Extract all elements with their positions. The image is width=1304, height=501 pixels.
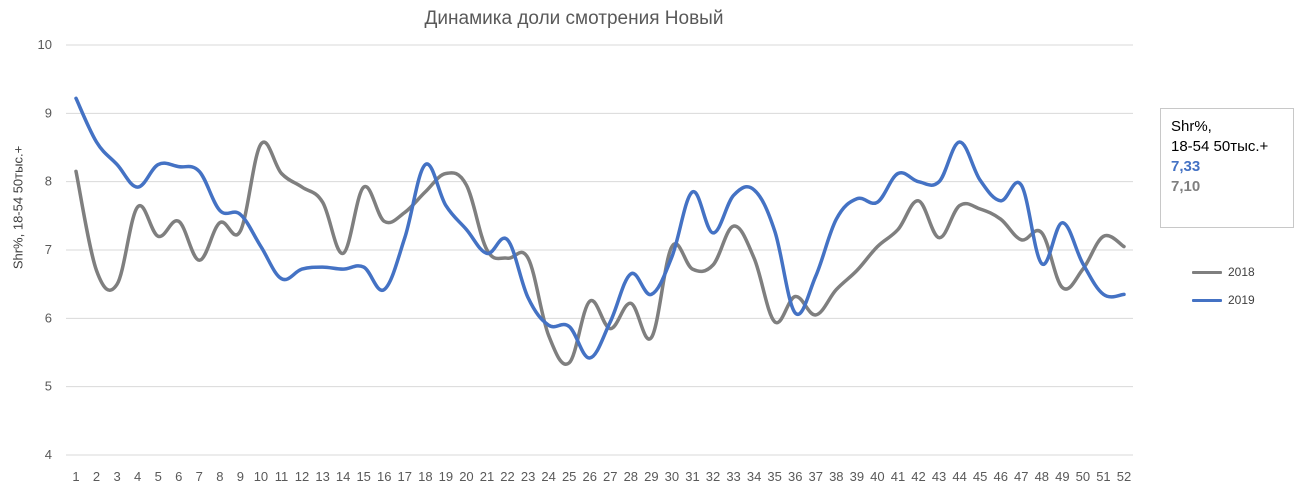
x-tick-label: 8 [216,469,223,484]
x-tick-label: 42 [911,469,925,484]
series-lines [74,96,1126,366]
x-tick-label: 5 [155,469,162,484]
x-tick-label: 39 [850,469,864,484]
legend-item-2019: 2019 [1192,286,1255,314]
x-tick-label: 40 [870,469,884,484]
y-tick-label: 10 [38,37,52,52]
y-tick-label: 4 [45,447,52,462]
x-tick-label: 28 [624,469,638,484]
legend: 2018 2019 [1192,258,1255,314]
summary-line2: 18-54 50тыс.+ [1171,138,1269,155]
x-tick-label: 35 [767,469,781,484]
x-tick-label: 4 [134,469,141,484]
x-tick-label: 17 [398,469,412,484]
x-tick-label: 26 [582,469,596,484]
x-tick-label: 2 [93,469,100,484]
x-tick-label: 14 [336,469,350,484]
legend-label-2018: 2018 [1228,265,1255,279]
series-line-2019 [74,96,1126,360]
x-tick-label: 3 [113,469,120,484]
x-tick-label: 52 [1117,469,1131,484]
x-tick-label: 29 [644,469,658,484]
x-tick-label: 18 [418,469,432,484]
y-tick-label: 5 [45,379,52,394]
x-tick-label: 22 [500,469,514,484]
y-axis-ticks: 4 5 6 7 8 9 10 [38,37,52,462]
x-tick-label: 43 [932,469,946,484]
legend-swatch-2019 [1192,298,1222,302]
x-tick-label: 10 [254,469,268,484]
x-tick-label: 45 [973,469,987,484]
x-tick-label: 33 [726,469,740,484]
x-tick-label: 50 [1076,469,1090,484]
x-tick-label: 31 [685,469,699,484]
x-tick-label: 36 [788,469,802,484]
legend-label-2019: 2019 [1228,293,1255,307]
x-tick-label: 15 [356,469,370,484]
x-tick-label: 13 [315,469,329,484]
x-tick-label: 51 [1096,469,1110,484]
summary-box: Shr%, 18-54 50тыс.+ 7,33 7,10 [1160,108,1294,228]
x-tick-label: 7 [196,469,203,484]
series-line-2018 [74,140,1126,366]
x-tick-label: 46 [993,469,1007,484]
x-tick-label: 12 [295,469,309,484]
x-tick-label: 47 [1014,469,1028,484]
summary-value-2019: 7,33 [1171,158,1201,175]
summary-line1: Shr%, [1171,118,1212,135]
y-tick-label: 9 [45,105,52,120]
summary-value-2018: 7,10 [1171,178,1201,195]
x-tick-label: 27 [603,469,617,484]
x-tick-label: 32 [706,469,720,484]
x-tick-label: 1 [72,469,79,484]
y-tick-label: 6 [45,310,52,325]
x-tick-label: 9 [237,469,244,484]
gridlines [66,44,1133,456]
x-tick-label: 41 [891,469,905,484]
x-tick-label: 6 [175,469,182,484]
y-tick-label: 8 [45,174,52,189]
x-tick-label: 34 [747,469,761,484]
x-axis-ticks: 1 2 3 4 5 6 7 8 9 10 11 12 13 14 15 16 17 18 19 20 21 22 23 24 2… [72,469,1131,484]
x-tick-label: 30 [665,469,679,484]
y-axis-label: Shr%, 18-54 50тыс.+ [10,145,26,270]
x-tick-label: 49 [1055,469,1069,484]
x-tick-label: 16 [377,469,391,484]
legend-swatch-2018 [1192,270,1222,274]
x-tick-label: 25 [562,469,576,484]
x-tick-label: 21 [480,469,494,484]
x-tick-label: 44 [952,469,966,484]
x-tick-label: 19 [439,469,453,484]
x-tick-label: 24 [541,469,555,484]
chart-title: Динамика доли смотрения Новый [424,8,724,29]
legend-item-2018: 2018 [1192,258,1255,286]
x-tick-label: 38 [829,469,843,484]
x-tick-label: 48 [1035,469,1049,484]
x-tick-label: 23 [521,469,535,484]
x-tick-label: 11 [275,469,289,484]
y-tick-label: 7 [45,242,52,257]
x-tick-label: 20 [459,469,473,484]
x-tick-label: 37 [809,469,823,484]
